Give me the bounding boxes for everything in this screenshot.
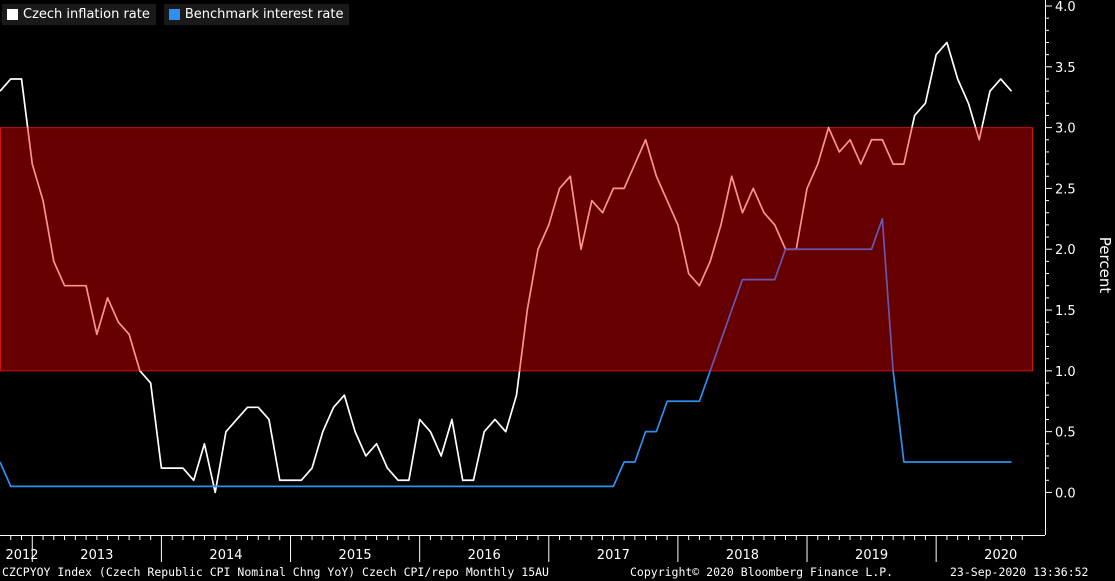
legend-item-czech-inflation-rate[interactable]: Czech inflation rate [2, 4, 156, 25]
y-tick-label: 1.5 [1055, 304, 1076, 319]
year-label: 2020 [984, 548, 1017, 563]
y-tick-label: 2.0 [1055, 243, 1076, 258]
target-band [0, 127, 1033, 372]
year-label: 2015 [339, 548, 372, 563]
y-tick-label: 0.0 [1055, 486, 1076, 501]
year-label: 2016 [468, 548, 501, 563]
y-tick-label: 4.0 [1055, 0, 1076, 15]
y-tick-label: 3.0 [1055, 122, 1076, 137]
year-label: 2017 [597, 548, 630, 563]
y-tick-label: 3.5 [1055, 61, 1076, 76]
year-label: 2013 [80, 548, 113, 563]
legend: Czech inflation rate Benchmark interest … [2, 4, 350, 25]
series-line-benchmark-interest-rate-in-band [709, 217, 894, 371]
y-tick-label: 2.5 [1055, 182, 1076, 197]
footer-source: CZCPYOY Index (Czech Republic CPI Nomina… [2, 565, 549, 579]
y-axis-label: Percent [1096, 237, 1114, 294]
legend-item-benchmark-interest-rate[interactable]: Benchmark interest rate [163, 4, 350, 25]
footer-copyright: Copyright© 2020 Bloomberg Finance L.P. [630, 565, 894, 579]
y-tick-label: 1.0 [1055, 365, 1076, 380]
y-tick-label: 0.5 [1055, 426, 1076, 441]
year-label: 2014 [209, 548, 242, 563]
legend-swatch-inflation [7, 9, 18, 20]
series-line-czech-inflation-rate-in-band [26, 127, 983, 371]
legend-label-interest: Benchmark interest rate [184, 7, 344, 22]
year-label: 2019 [855, 548, 888, 563]
year-label: 2012 [5, 548, 38, 563]
legend-label-inflation: Czech inflation rate [23, 7, 150, 22]
legend-swatch-interest [168, 9, 180, 20]
footer-timestamp: 23-Sep-2020 13:36:52 [950, 565, 1089, 579]
year-label: 2018 [726, 548, 759, 563]
